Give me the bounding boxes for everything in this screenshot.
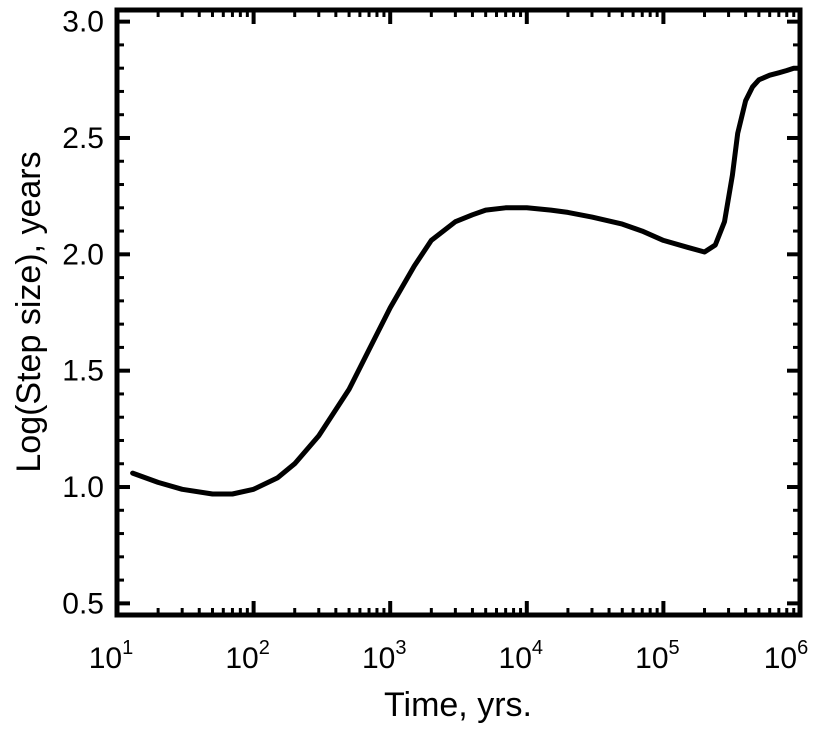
y-tick-labels: 0.5 1.0 1.5 2.0 2.5 3.0 — [62, 6, 104, 621]
series-line — [130, 65, 803, 497]
y-tick-label: 0.5 — [62, 587, 104, 620]
x-tick-label: 103 — [362, 637, 407, 675]
x-tick-exponent: 3 — [395, 637, 406, 659]
x-tick-base: 10 — [225, 642, 258, 675]
axis-ticks — [115, 10, 802, 615]
x-tick-label: 104 — [499, 637, 544, 675]
x-tick-labels: 101 102 103 104 105 106 — [89, 637, 809, 675]
x-tick-base: 10 — [89, 642, 122, 675]
x-tick-exponent: 6 — [797, 637, 808, 659]
x-tick-base: 10 — [362, 642, 395, 675]
y-tick-label: 2.0 — [62, 238, 104, 271]
x-tick-label: 101 — [89, 637, 134, 675]
y-tick-label: 3.0 — [62, 6, 104, 39]
x-tick-base: 10 — [764, 642, 797, 675]
x-tick-label: 105 — [635, 637, 680, 675]
x-tick-exponent: 5 — [669, 637, 680, 659]
x-tick-label: 106 — [764, 637, 809, 675]
y-axis-label: Log(Step size), years — [10, 151, 48, 472]
y-tick-label: 1.5 — [62, 355, 104, 388]
x-tick-label: 102 — [225, 637, 270, 675]
y-tick-label: 1.0 — [62, 471, 104, 504]
x-tick-base: 10 — [635, 642, 668, 675]
x-tick-exponent: 1 — [122, 637, 133, 659]
x-tick-base: 10 — [499, 642, 532, 675]
x-tick-exponent: 4 — [532, 637, 543, 659]
x-tick-exponent: 2 — [259, 637, 270, 659]
y-tick-label: 2.5 — [62, 122, 104, 155]
plot-frame — [114, 7, 803, 618]
x-axis-label: Time, yrs. — [384, 686, 532, 724]
